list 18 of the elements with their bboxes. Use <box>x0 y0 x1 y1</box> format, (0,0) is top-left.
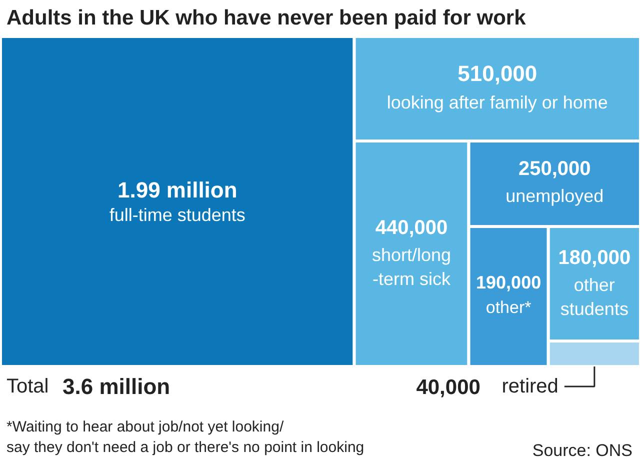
data-label: 190,000 <box>476 272 542 292</box>
category-label: unemployed <box>506 186 604 206</box>
text: *Waiting to hear about job/not yet looking/ say they don't need a job or there's no point in looking <box>6 418 364 456</box>
data-label: 510,000 <box>458 60 538 86</box>
data-label: 1.99 million <box>117 178 238 202</box>
category-label: other students <box>560 275 628 320</box>
category-label: retired <box>502 376 558 398</box>
category-label: full-time students <box>109 205 246 225</box>
category-label: looking after family or home <box>386 92 608 112</box>
source-note: Source: ONS <box>532 441 633 460</box>
text: Adults in the UK who have never been paid for work <box>6 6 526 30</box>
data-label: 180,000 <box>558 247 631 270</box>
data-label: 40,000 <box>416 376 480 399</box>
text: Total 3.6 million <box>6 374 170 399</box>
data-label: 440,000 <box>375 217 448 240</box>
data-label: 250,000 <box>518 158 591 180</box>
category-label: short/long -term sick <box>372 245 452 290</box>
category-label: other* <box>486 298 532 317</box>
